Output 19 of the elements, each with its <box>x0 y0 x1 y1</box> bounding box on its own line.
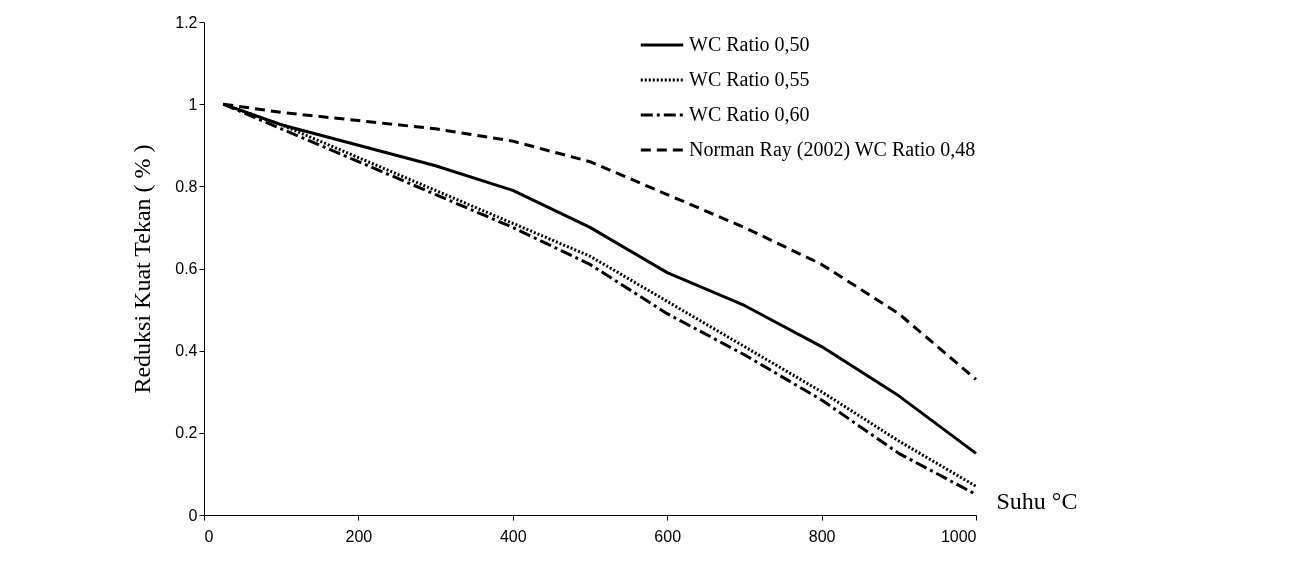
y-tick-label: 0.2 <box>175 424 198 442</box>
y-tick-label: 0.6 <box>175 260 198 277</box>
y-axis-title: Reduksi Kuat Tekan ( % ) <box>129 144 156 394</box>
x-tick-label: 600 <box>654 527 682 545</box>
y-tick-label: 1 <box>188 95 198 113</box>
x-tick-label: 0 <box>204 527 214 545</box>
x-axis-title: Suhu °C <box>996 487 1078 514</box>
legend-label: WC Ratio 0,55 <box>689 68 810 90</box>
y-tick-label: 0 <box>188 506 198 524</box>
legend-label: WC Ratio 0,50 <box>689 33 810 55</box>
x-tick-label: 1000 <box>940 527 977 545</box>
y-tick-label: 0.4 <box>175 342 198 360</box>
y-tick-label: 0.8 <box>175 177 198 195</box>
x-tick-label: 400 <box>499 527 527 545</box>
legend-label: WC Ratio 0,60 <box>689 103 810 125</box>
y-tick-label: 1.2 <box>175 13 198 31</box>
x-tick-label: 200 <box>345 527 373 545</box>
legend-label: Norman Ray (2002) WC Ratio 0,48 <box>689 138 976 161</box>
x-tick-label: 800 <box>808 527 836 545</box>
